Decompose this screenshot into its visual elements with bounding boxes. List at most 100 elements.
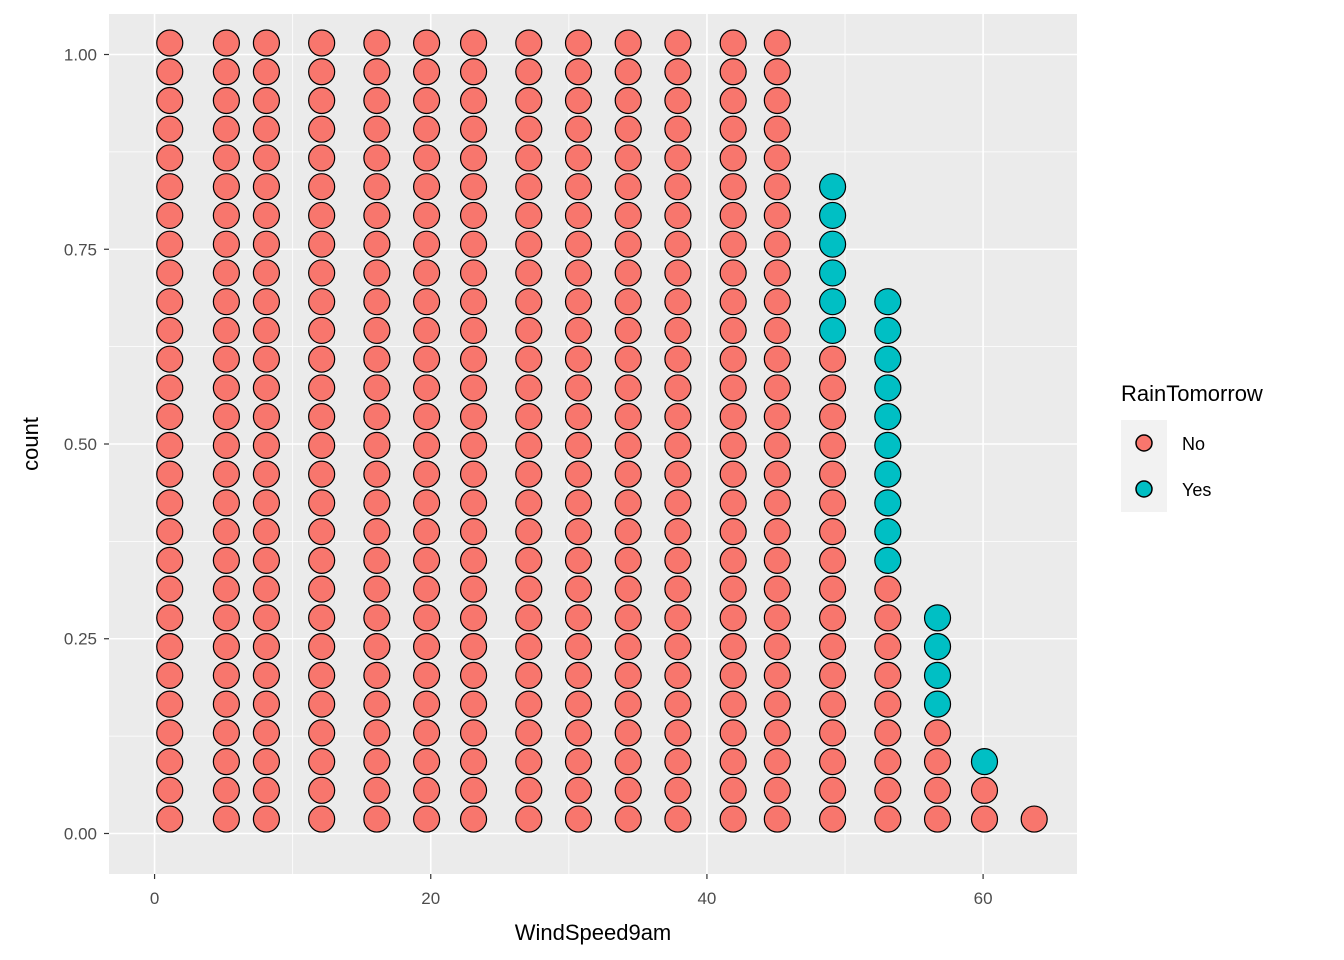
dot-no xyxy=(664,345,692,373)
dot-no xyxy=(212,575,240,603)
dot-no xyxy=(252,201,281,230)
dot-no xyxy=(763,633,791,661)
dot-no xyxy=(664,719,692,747)
dot-no xyxy=(515,489,543,517)
dot-no xyxy=(212,460,240,488)
dot-no xyxy=(212,58,240,86)
dot-no xyxy=(818,575,847,603)
dot-no xyxy=(308,431,336,460)
dot-no xyxy=(156,259,184,287)
dot-no xyxy=(763,518,791,546)
dot-no xyxy=(664,144,692,172)
dot-no xyxy=(363,633,391,661)
dot-no xyxy=(459,115,488,143)
dot-no xyxy=(614,431,642,460)
dot-no xyxy=(614,201,642,230)
dot-no xyxy=(515,58,543,86)
dot-no xyxy=(614,288,642,316)
dot-no xyxy=(308,661,336,689)
dot-no xyxy=(818,747,847,776)
axes: 0 20 40 60 0.00 0.25 0.50 0.75 1.00 xyxy=(64,46,993,908)
dot-no xyxy=(564,575,593,603)
dot-no xyxy=(212,288,240,316)
dot-no xyxy=(564,403,593,431)
dot-no xyxy=(363,288,391,316)
dot-no xyxy=(252,604,281,632)
dot-no xyxy=(363,201,391,230)
dot-no xyxy=(664,316,692,345)
dot-no xyxy=(614,58,642,86)
dot-no xyxy=(363,230,391,258)
dot-no xyxy=(564,489,593,517)
dot-yes xyxy=(874,316,902,345)
dot-yes xyxy=(818,316,847,345)
dot-no xyxy=(413,29,441,57)
dot-no xyxy=(515,719,543,747)
dot-no xyxy=(614,173,642,201)
dot-no xyxy=(413,86,441,115)
dot-no xyxy=(719,144,747,172)
dot-no xyxy=(156,776,184,804)
dot-no xyxy=(614,144,642,172)
dot-no xyxy=(515,546,543,574)
dot-no xyxy=(363,747,391,776)
dot-no xyxy=(252,86,281,115)
dot-no xyxy=(515,144,543,172)
dot-no xyxy=(515,86,543,115)
dot-no xyxy=(459,690,488,718)
dot-no xyxy=(459,173,488,201)
dot-no xyxy=(459,259,488,287)
dot-no xyxy=(763,489,791,517)
dot-no xyxy=(156,29,184,57)
dot-no xyxy=(874,575,902,603)
dot-column xyxy=(308,29,336,833)
dot-column xyxy=(763,29,791,833)
x-tick-label: 0 xyxy=(150,889,159,908)
dot-no xyxy=(308,633,336,661)
dot-no xyxy=(212,431,240,460)
dot-no xyxy=(156,230,184,258)
dot-no xyxy=(515,259,543,287)
dot-no xyxy=(664,805,692,833)
dot-no xyxy=(818,374,847,402)
x-tick-label: 60 xyxy=(974,889,993,908)
dot-yes xyxy=(874,489,902,517)
dot-no xyxy=(818,345,847,373)
dot-no xyxy=(664,690,692,718)
dot-no xyxy=(212,345,240,373)
dot-no xyxy=(363,805,391,833)
dot-no xyxy=(664,518,692,546)
dot-no xyxy=(413,661,441,689)
dot-no xyxy=(664,173,692,201)
dot-no xyxy=(818,776,847,804)
dot-no xyxy=(719,604,747,632)
dot-no xyxy=(252,29,281,57)
dot-no xyxy=(459,144,488,172)
dot-column xyxy=(363,29,391,833)
dot-no xyxy=(614,374,642,402)
dot-no xyxy=(614,518,642,546)
dot-no xyxy=(719,115,747,143)
dot-yes xyxy=(923,661,952,689)
dot-no xyxy=(413,719,441,747)
dot-no xyxy=(515,29,543,57)
dot-no xyxy=(252,661,281,689)
dot-no xyxy=(212,374,240,402)
dot-column xyxy=(459,29,488,833)
dot-no xyxy=(252,58,281,86)
dot-no xyxy=(614,230,642,258)
dot-no xyxy=(664,431,692,460)
dot-no xyxy=(614,604,642,632)
dot-no xyxy=(363,661,391,689)
dot-no xyxy=(413,604,441,632)
dot-no xyxy=(252,288,281,316)
dot-no xyxy=(515,575,543,603)
dot-yes xyxy=(874,518,902,546)
dot-no xyxy=(970,776,999,804)
dot-no xyxy=(664,776,692,804)
dot-no xyxy=(413,58,441,86)
dot-column xyxy=(515,29,543,833)
dot-no xyxy=(664,747,692,776)
dot-no xyxy=(614,29,642,57)
legend-swatch-no xyxy=(1135,434,1153,452)
